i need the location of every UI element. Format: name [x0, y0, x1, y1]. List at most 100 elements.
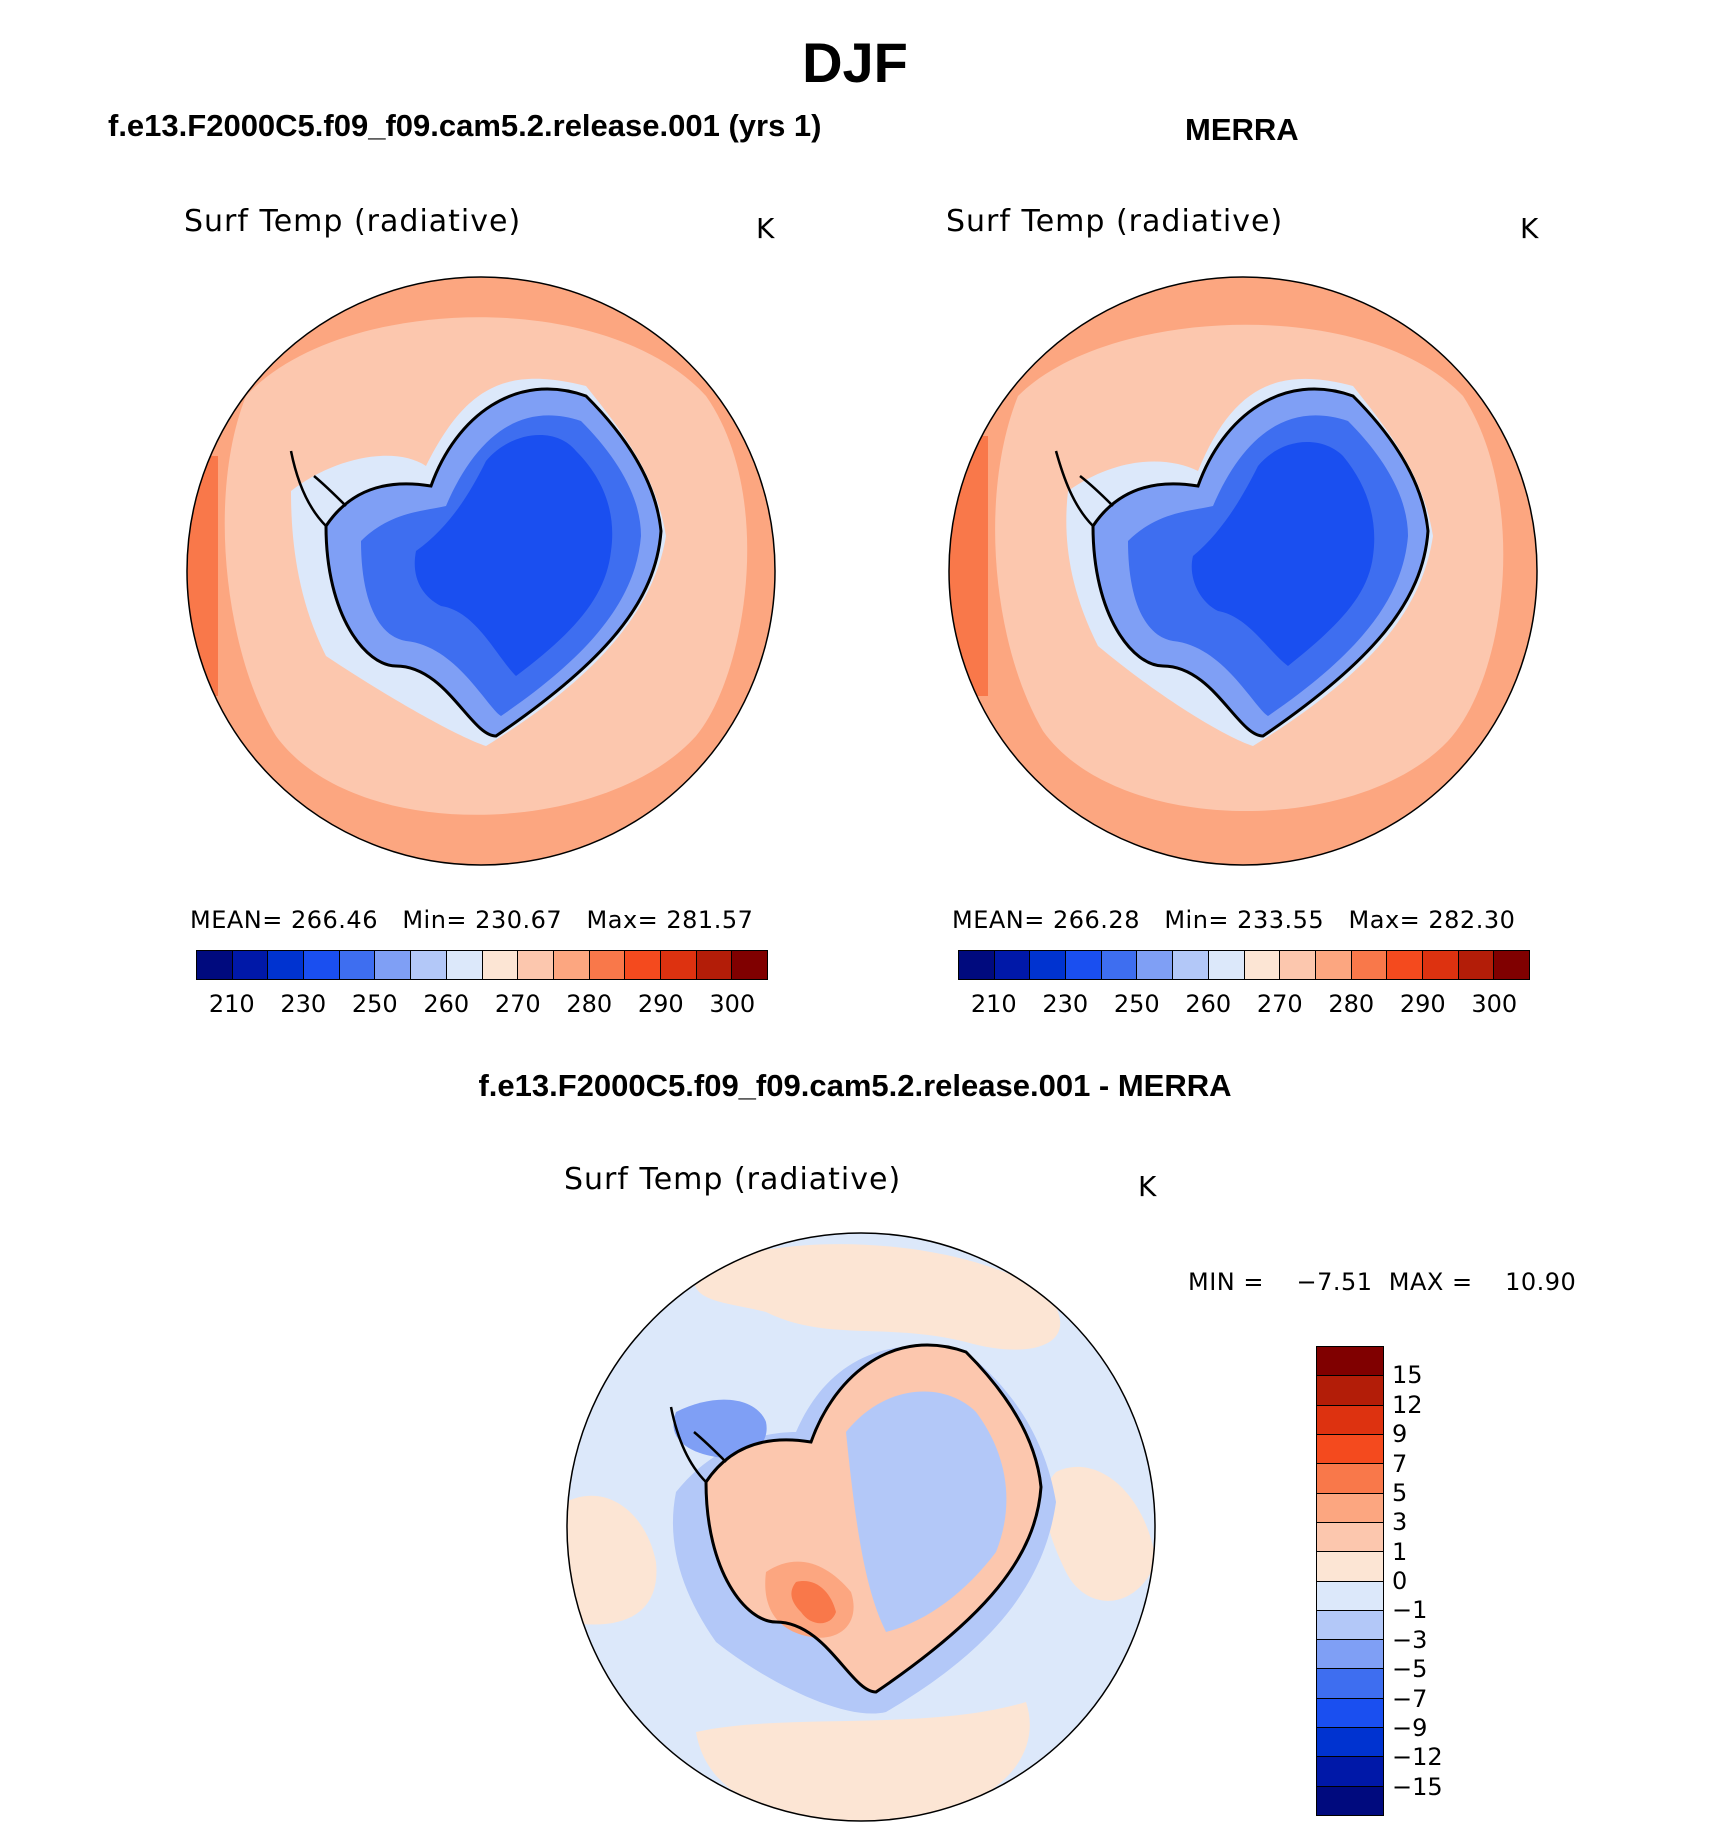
colorbar-swatch — [1280, 951, 1316, 979]
diff-panel-header: f.e13.F2000C5.f09_f09.cam5.2.release.001… — [478, 1068, 1232, 1103]
colorbar-tick-label: 300 — [709, 990, 756, 1018]
diff-warm-patch-east — [1045, 1467, 1155, 1601]
colorbar-swatch — [1137, 951, 1174, 979]
colorbar-swatch — [959, 951, 995, 979]
colorbar-tick-label: −3 — [1392, 1625, 1428, 1654]
colorbar-swatch — [339, 951, 376, 979]
colorbar-swatch — [1317, 1376, 1383, 1406]
colorbar-tick-label: 250 — [1113, 990, 1160, 1018]
colorbar-tick-label: −12 — [1392, 1743, 1443, 1772]
colorbar-swatch — [304, 951, 340, 979]
colorbar-swatch — [1317, 1786, 1383, 1815]
diff-warm-patch-north — [694, 1244, 1061, 1350]
ocean-edge-west — [187, 456, 218, 696]
colorbar-swatch — [1317, 1434, 1383, 1465]
antarctica-coastline — [1091, 387, 1430, 738]
colorbar-swatch — [518, 951, 554, 979]
colorbar-tick-label: 290 — [637, 990, 684, 1018]
colorbar-tick-label: 230 — [1042, 990, 1089, 1018]
antarctica-coastline — [324, 387, 663, 738]
colorbar-swatch — [1244, 951, 1281, 979]
colorbar-tick-label: 280 — [1328, 990, 1375, 1018]
colorbar-tick-label: 210 — [970, 990, 1017, 1018]
colorbar-swatch — [1494, 951, 1529, 979]
model-colorbar — [196, 950, 768, 980]
merra-variable-label: Surf Temp (radiative) — [946, 204, 1284, 239]
model-polar-map — [186, 276, 776, 866]
diff-warm-patch-west — [567, 1495, 657, 1625]
colorbar-swatch — [1317, 1698, 1383, 1729]
colorbar-swatch — [1317, 1610, 1383, 1641]
merra-stats-text: MEAN= 266.28 Min= 233.55 Max= 282.30 — [952, 906, 1516, 934]
colorbar-tick-label: −7 — [1392, 1684, 1428, 1713]
colorbar-swatch — [268, 951, 305, 979]
merra-polar-map — [948, 276, 1538, 866]
colorbar-swatch — [1317, 1493, 1383, 1523]
colorbar-tick-label: 5 — [1392, 1478, 1408, 1507]
colorbar-tick-label: 250 — [351, 990, 398, 1018]
colorbar-swatch — [1208, 951, 1245, 979]
colorbar-tick-label: 210 — [208, 990, 255, 1018]
merra-units-label: K — [1520, 212, 1539, 245]
merra-colorbar-labels: 210 230 250 260 270 280 290 300 — [958, 990, 1530, 1022]
colorbar-tick-label: −15 — [1392, 1772, 1443, 1801]
colorbar-swatch — [411, 951, 447, 979]
colorbar-swatch — [1387, 951, 1423, 979]
colorbar-tick-label: 15 — [1392, 1361, 1423, 1390]
colorbar-tick-label: 230 — [280, 990, 327, 1018]
colorbar-swatch — [696, 951, 733, 979]
colorbar-tick-label: −1 — [1392, 1596, 1428, 1625]
colorbar-swatch — [1101, 951, 1138, 979]
colorbar-swatch — [994, 951, 1031, 979]
colorbar-tick-label: 260 — [423, 990, 470, 1018]
colorbar-swatch — [553, 951, 590, 979]
colorbar-swatch — [197, 951, 233, 979]
diff-polar-map — [566, 1232, 1156, 1822]
colorbar-swatch — [1317, 1669, 1383, 1699]
colorbar-tick-label: 3 — [1392, 1508, 1408, 1537]
colorbar-swatch — [232, 951, 269, 979]
colorbar-swatch — [482, 951, 519, 979]
colorbar-swatch — [1317, 1464, 1383, 1494]
colorbar-tick-label: 300 — [1471, 990, 1518, 1018]
colorbar-tick-label: −9 — [1392, 1713, 1428, 1742]
colorbar-swatch — [375, 951, 412, 979]
colorbar-tick-label: 280 — [566, 990, 613, 1018]
diff-east-antarctica-cool — [846, 1391, 1007, 1632]
colorbar-swatch — [1066, 951, 1102, 979]
colorbar-swatch — [1458, 951, 1495, 979]
colorbar-swatch — [1173, 951, 1209, 979]
colorbar-swatch — [1351, 951, 1388, 979]
diff-units-label: K — [1138, 1170, 1157, 1203]
colorbar-tick-label: 7 — [1392, 1449, 1408, 1478]
colorbar-tick-label: 290 — [1399, 990, 1446, 1018]
colorbar-tick-label: 0 — [1392, 1567, 1408, 1595]
colorbar-swatch — [1317, 1581, 1383, 1611]
colorbar-swatch — [1317, 1728, 1383, 1758]
colorbar-swatch — [1317, 1757, 1383, 1787]
antarctica-coastline — [704, 1343, 1043, 1694]
merra-panel-header: MERRA — [1185, 112, 1299, 147]
diff-cool-patch-weddell — [673, 1399, 767, 1458]
colorbar-swatch — [1030, 951, 1067, 979]
diff-colorbar-labels: 15 12 9 7 5 3 1 0 −1 −3 −5 −7 −9 −12 −15 — [1392, 1346, 1472, 1816]
colorbar-swatch — [660, 951, 697, 979]
model-units-label: K — [756, 212, 775, 245]
ocean-edge-west — [949, 436, 988, 696]
colorbar-tick-label: 12 — [1392, 1390, 1423, 1419]
colorbar-swatch — [1317, 1640, 1383, 1670]
map-boundary — [948, 276, 1538, 866]
antarctica-plateau — [414, 434, 613, 676]
figure-title: DJF — [802, 31, 908, 94]
colorbar-swatch — [625, 951, 661, 979]
model-colorbar-labels: 210 230 250 260 270 280 290 300 — [196, 990, 768, 1022]
diff-stats-text: MIN = −7.51 MAX = 10.90 — [1188, 1268, 1577, 1296]
colorbar-swatch — [1317, 1522, 1383, 1553]
colorbar-tick-label: −5 — [1392, 1655, 1428, 1684]
colorbar-tick-label: 1 — [1392, 1537, 1408, 1566]
antarctic-peninsula — [1054, 450, 1114, 527]
antarctic-peninsula — [669, 1406, 727, 1483]
colorbar-swatch — [589, 951, 626, 979]
diff-colorbar — [1316, 1346, 1384, 1816]
diff-variable-label: Surf Temp (radiative) — [564, 1162, 902, 1197]
